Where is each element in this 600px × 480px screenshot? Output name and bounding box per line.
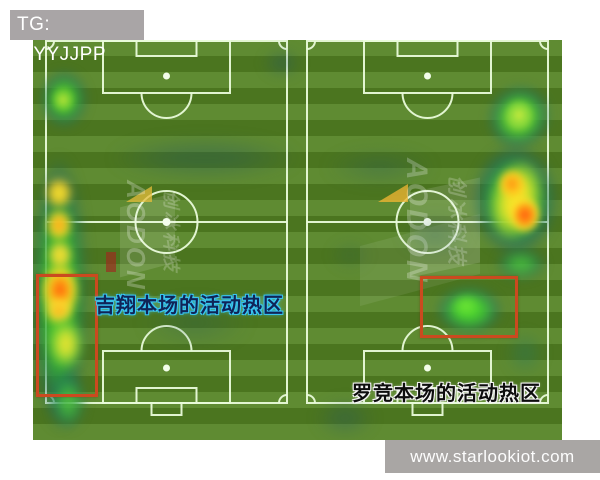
right-pitch-lines	[306, 40, 549, 416]
left-pitch-label: 吉翔本场的活动热区	[95, 295, 284, 317]
right-pitch-label: 罗竞本场的活动热区	[352, 383, 541, 405]
heatmap-photo: AODON 创冰科技 AODON 创冰科技 吉翔本场的活动热区 罗竞本场的活动热…	[33, 40, 562, 440]
highlight-box-right	[420, 276, 518, 338]
left-pitch-lines	[45, 40, 288, 416]
highlight-box-left	[36, 274, 98, 397]
tg-banner: TG: MYYJJPP	[10, 10, 144, 65]
url-watermark-bar: www.starlookiot.com	[385, 440, 600, 473]
